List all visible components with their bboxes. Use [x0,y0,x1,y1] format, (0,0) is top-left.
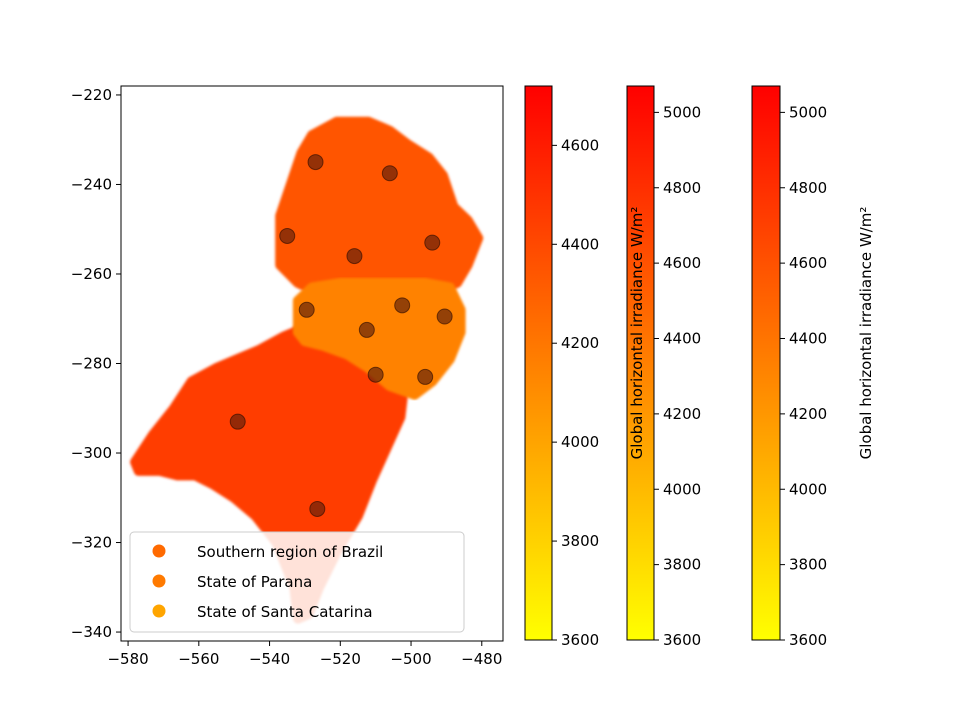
x-tick-label-2: −540 [249,650,290,668]
colorbar-3-tick-label-2: 4000 [789,480,827,498]
legend-label-1: Southern region of Brazil [197,543,383,561]
colorbar-1: 3600 3800 4000 4200 4400 4600 [524,85,599,649]
legend-marker-2 [152,574,166,588]
x-tick-label-4: −500 [390,650,431,668]
colorbar-3-tick-label-6: 4800 [789,179,827,197]
y-tick-label-5: −320 [71,534,112,552]
y-tick-label-4: −300 [71,444,112,462]
highlight-point-13 [309,500,326,517]
colorbar-3-tick-label-4: 4400 [789,330,827,348]
highlight-point-10 [367,366,384,383]
colorbar-3-label: Global horizontal irradiance W/m² [857,207,875,460]
legend-marker-3 [152,604,166,618]
highlight-point-7 [394,297,411,314]
highlight-point-6 [298,301,315,318]
highlight-point-8 [358,321,375,338]
x-tick-label-0: −580 [107,650,148,668]
colorbar-2-tick-label-2: 4000 [663,480,701,498]
y-axis: −220 −240 −260 −280 −300 −320 −340 [71,86,121,641]
y-tick-label-3: −280 [71,355,112,373]
y-tick-label-6: −340 [71,623,112,641]
colorbar-2: 3600 3800 4000 4200 4400 4600 4800 5000 Global h… [626,85,701,649]
x-tick-label-3: −520 [320,650,361,668]
legend-box [129,531,465,633]
colorbar-3-tick-label-5: 4600 [789,254,827,272]
colorbar-gradient-3 [751,85,781,641]
colorbar-3-tick-label-1: 3800 [789,556,827,574]
colorbar-2-tick-label-0: 3600 [663,631,701,649]
colorbar-2-tick-label-6: 4800 [663,179,701,197]
colorbar-gradient-2 [626,85,655,641]
y-tick-label-1: −240 [71,175,112,193]
highlight-point-9 [436,308,453,325]
colorbar-1-tick-label-4: 4400 [561,235,599,253]
colorbar-1-tick-label-3: 4200 [561,334,599,352]
region-3 [292,277,466,400]
highlight-point-5 [424,234,441,251]
highlight-point-1 [307,154,324,171]
colorbar-1-tick-label-0: 3600 [561,631,599,649]
highlight-points [229,154,453,517]
colorbar-2-tick-label-7: 5000 [663,103,701,121]
colorbar-2-tick-label-1: 3800 [663,556,701,574]
legend: Southern region of Brazil State of Parana… [129,531,465,633]
legend-label-2: State of Parana [197,573,312,591]
colorbar-3-tick-label-0: 3600 [789,631,827,649]
colorbar-1-tick-label-1: 3800 [561,532,599,550]
highlight-point-3 [279,227,296,244]
region-2 [275,116,484,306]
highlight-point-11 [417,368,434,385]
colorbar-2-label: Global horizontal irradiance W/m² [628,207,646,460]
highlight-point-2 [381,165,398,182]
colorbar-2-tick-label-4: 4400 [663,330,701,348]
legend-marker-1 [152,544,166,558]
highlight-point-4 [346,248,363,265]
colorbar-1-tick-label-5: 4600 [561,136,599,154]
colorbar-3-tick-label-3: 4200 [789,405,827,423]
colorbar-1-tick-label-2: 4000 [561,433,599,451]
colorbar-gradient-1 [524,85,553,641]
y-tick-label-0: −220 [71,86,112,104]
colorbar-2-tick-label-5: 4600 [663,254,701,272]
legend-label-3: State of Santa Catarina [197,603,373,621]
x-tick-label-1: −560 [178,650,219,668]
colorbar-2-tick-label-3: 4200 [663,405,701,423]
highlight-point-12 [229,413,246,430]
colorbar-3-tick-label-7: 5000 [789,103,827,121]
colorbar-3: 3600 3800 4000 4200 4400 4600 4800 5000 Global h… [751,85,875,649]
y-tick-label-2: −260 [71,265,112,283]
colorbars: 3600 3800 4000 4200 4400 4600 3600 3800 4000 4200… [524,85,875,649]
x-tick-label-5: −480 [461,650,502,668]
x-axis: −580 −560 −540 −520 −500 −480 [107,641,502,668]
